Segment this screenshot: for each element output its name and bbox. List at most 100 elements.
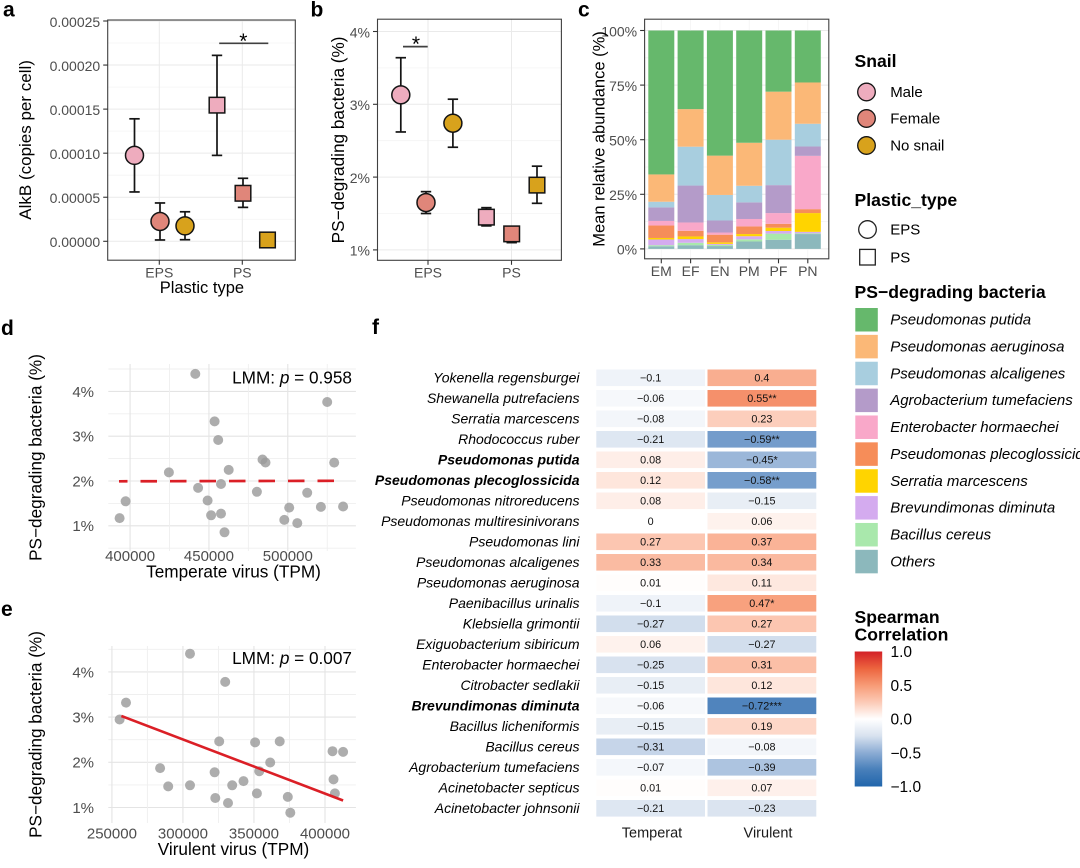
svg-text:AlkB (copies per cell): AlkB (copies per cell) <box>16 60 35 220</box>
svg-text:Temperate virus (TPM): Temperate virus (TPM) <box>146 561 321 581</box>
svg-text:Pseudomonas nitroreducens: Pseudomonas nitroreducens <box>401 493 579 509</box>
svg-text:Pseudomonas putida: Pseudomonas putida <box>438 452 580 468</box>
svg-text:EPS: EPS <box>890 222 920 239</box>
svg-text:350000: 350000 <box>229 825 279 842</box>
svg-text:Virulent: Virulent <box>744 826 793 842</box>
svg-text:Bacillus licheniformis: Bacillus licheniformis <box>450 718 580 734</box>
svg-text:Serratia marcescens: Serratia marcescens <box>890 473 1028 490</box>
svg-text:PS: PS <box>502 265 521 281</box>
svg-text:0.08: 0.08 <box>640 496 661 508</box>
svg-text:0.00015: 0.00015 <box>50 102 101 118</box>
svg-text:Acinetobacter septicus: Acinetobacter septicus <box>438 780 580 796</box>
svg-text:0.19: 0.19 <box>751 721 772 733</box>
svg-text:3%: 3% <box>72 710 94 727</box>
svg-text:0.27: 0.27 <box>640 537 661 549</box>
svg-text:Correlation: Correlation <box>855 625 949 645</box>
svg-text:Pseudomonas putida: Pseudomonas putida <box>890 312 1031 329</box>
svg-text:Enterobacter hormaechei: Enterobacter hormaechei <box>890 419 1059 436</box>
svg-text:−0.5: −0.5 <box>891 745 922 762</box>
svg-text:−0.06: −0.06 <box>637 393 664 405</box>
svg-text:PF: PF <box>770 263 788 279</box>
svg-text:0.37: 0.37 <box>751 537 772 549</box>
svg-text:0.06: 0.06 <box>751 516 772 528</box>
svg-text:Plastic_type: Plastic_type <box>855 190 958 210</box>
svg-text:Snail: Snail <box>855 51 897 71</box>
svg-text:1%: 1% <box>350 243 370 259</box>
svg-text:Pseudomonas multiresinivorans: Pseudomonas multiresinivorans <box>381 513 579 529</box>
svg-text:0.12: 0.12 <box>640 475 661 487</box>
svg-text:3%: 3% <box>350 97 370 113</box>
svg-text:0.23: 0.23 <box>751 414 772 426</box>
svg-text:*: * <box>412 33 420 56</box>
svg-text:2%: 2% <box>350 170 370 186</box>
svg-text:50%: 50% <box>609 133 637 149</box>
svg-text:−0.06: −0.06 <box>637 701 664 713</box>
svg-text:4%: 4% <box>72 384 94 401</box>
svg-text:0.00010: 0.00010 <box>50 146 101 162</box>
svg-text:c: c <box>578 0 590 22</box>
svg-text:1%: 1% <box>72 800 94 817</box>
svg-text:EM: EM <box>651 263 672 279</box>
svg-text:0%: 0% <box>617 242 637 258</box>
svg-text:0.00020: 0.00020 <box>50 58 101 74</box>
svg-text:e: e <box>1 598 13 621</box>
svg-text:0.47*: 0.47* <box>749 598 775 610</box>
svg-text:Bacillus cereus: Bacillus cereus <box>890 527 991 544</box>
svg-text:0.33: 0.33 <box>640 557 661 569</box>
svg-text:Pseudomonas plecoglossicida: Pseudomonas plecoglossicida <box>890 446 1080 463</box>
svg-text:Plastic type: Plastic type <box>160 279 244 297</box>
svg-text:Citrobacter sedlakii: Citrobacter sedlakii <box>460 677 580 693</box>
svg-text:400000: 400000 <box>105 548 155 565</box>
svg-text:0.00025: 0.00025 <box>50 14 101 30</box>
svg-text:Pseudomonas alcaligenes: Pseudomonas alcaligenes <box>890 365 1066 382</box>
svg-text:PS: PS <box>890 249 910 266</box>
svg-text:Spearman: Spearman <box>855 607 940 627</box>
svg-text:0.55**: 0.55** <box>747 393 777 405</box>
svg-text:0.00005: 0.00005 <box>50 190 101 206</box>
svg-text:−0.1: −0.1 <box>640 373 661 385</box>
svg-text:0.07: 0.07 <box>751 783 772 795</box>
svg-text:Paenibacillus urinalis: Paenibacillus urinalis <box>449 595 580 611</box>
svg-text:0.01: 0.01 <box>640 578 661 590</box>
svg-text:Pseudomonas aeruginosa: Pseudomonas aeruginosa <box>890 338 1064 355</box>
svg-text:EF: EF <box>682 263 700 279</box>
svg-text:Brevundimonas diminuta: Brevundimonas diminuta <box>411 698 579 714</box>
svg-text:75%: 75% <box>609 78 637 94</box>
svg-text:−0.45*: −0.45* <box>746 455 778 467</box>
svg-text:LMM: p = 0.958: LMM: p = 0.958 <box>232 368 352 388</box>
svg-text:4%: 4% <box>350 24 370 40</box>
svg-text:Pseudomonas plecoglossicida: Pseudomonas plecoglossicida <box>375 472 580 488</box>
svg-text:Enterobacter hormaechei: Enterobacter hormaechei <box>422 657 580 673</box>
svg-text:0.00000: 0.00000 <box>50 234 101 250</box>
svg-text:3%: 3% <box>72 429 94 446</box>
svg-text:f: f <box>372 316 380 339</box>
svg-text:Pseudomonas alcaligenes: Pseudomonas alcaligenes <box>416 554 579 570</box>
svg-text:−0.15: −0.15 <box>748 496 775 508</box>
svg-text:−0.21: −0.21 <box>637 803 664 815</box>
svg-text:2%: 2% <box>72 473 94 490</box>
svg-text:−0.27: −0.27 <box>748 639 775 651</box>
svg-text:1.0: 1.0 <box>891 644 913 661</box>
svg-text:Agrobacterium tumefaciens: Agrobacterium tumefaciens <box>408 759 579 775</box>
svg-text:25%: 25% <box>609 187 637 203</box>
svg-text:Bacillus cereus: Bacillus cereus <box>485 739 579 755</box>
svg-text:No snail: No snail <box>890 138 944 155</box>
svg-text:−0.27: −0.27 <box>637 619 664 631</box>
svg-text:PS−degrading bacteria (%): PS−degrading bacteria (%) <box>26 354 46 561</box>
svg-text:2%: 2% <box>72 755 94 772</box>
svg-text:−0.23: −0.23 <box>748 803 775 815</box>
svg-text:−0.58**: −0.58** <box>744 475 781 487</box>
svg-text:−0.15: −0.15 <box>637 680 664 692</box>
svg-text:−0.39: −0.39 <box>748 762 775 774</box>
svg-text:b: b <box>311 0 324 22</box>
svg-text:Pseudomonas aeruginosa: Pseudomonas aeruginosa <box>417 575 580 591</box>
svg-text:−0.72***: −0.72*** <box>742 701 783 713</box>
svg-text:0.11: 0.11 <box>752 578 772 590</box>
svg-text:0.08: 0.08 <box>640 455 661 467</box>
svg-text:1%: 1% <box>72 518 94 535</box>
svg-text:Brevundimonas diminuta: Brevundimonas diminuta <box>890 500 1055 517</box>
svg-text:Acinetobacter johnsonii: Acinetobacter johnsonii <box>434 800 581 816</box>
svg-text:−0.25: −0.25 <box>637 660 664 672</box>
svg-text:Mean relative abundance (%): Mean relative abundance (%) <box>591 31 609 247</box>
svg-text:Rhodococcus ruber: Rhodococcus ruber <box>458 431 581 447</box>
